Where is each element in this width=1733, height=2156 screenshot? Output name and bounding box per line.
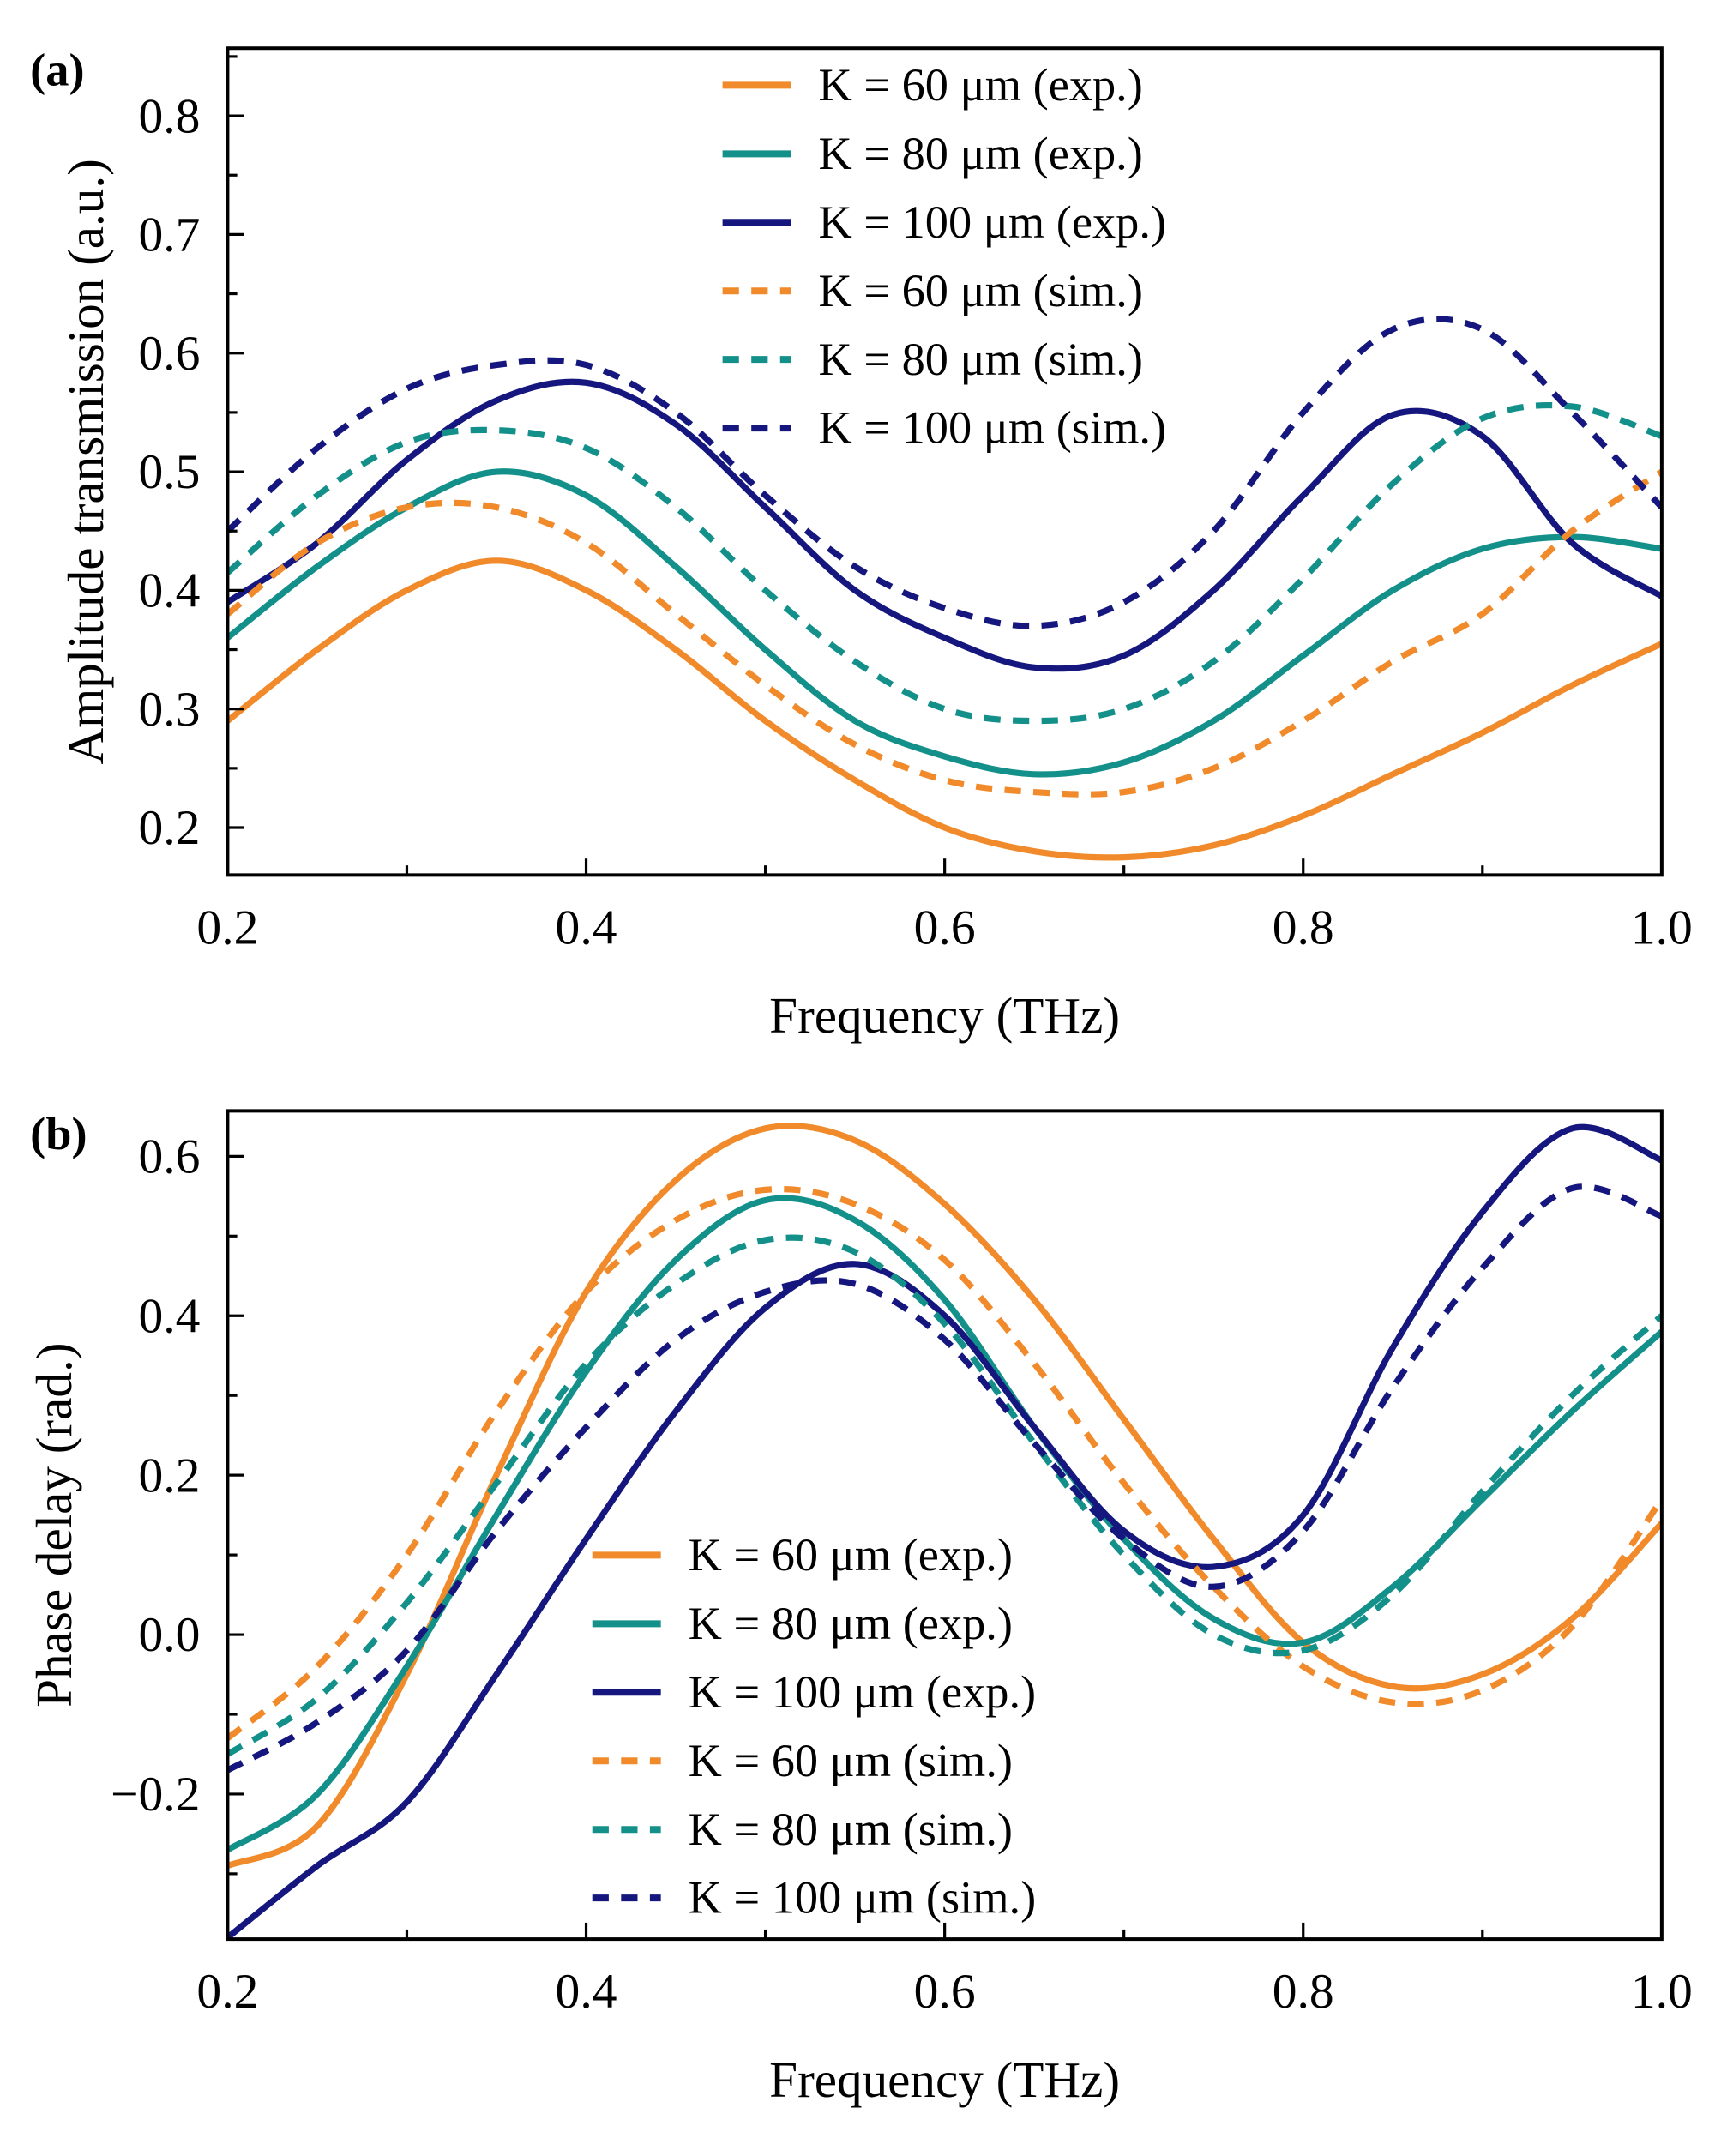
series-line-k60-exp	[227, 557, 1662, 861]
x-tick-label: 1.0	[1631, 1965, 1693, 2019]
x-tick-label: 0.2	[196, 1965, 258, 2019]
x-tick-label: 0.8	[1273, 900, 1334, 955]
y-tick-label: 0.5	[139, 445, 201, 499]
series-line-k80-exp	[227, 468, 1662, 778]
legend-label: K = 100 μm (exp.)	[819, 196, 1167, 248]
panel-a: K = 60 μm (exp.) K = 80 μm (exp.) K = 100 …	[30, 44, 1693, 1044]
legend-label: K = 80 μm (exp.)	[819, 128, 1143, 179]
y-tick-label: 0.3	[139, 683, 201, 737]
legend-label: K = 100 μm (sim.)	[689, 1872, 1037, 1924]
x-tick-label: 0.4	[556, 1965, 617, 2019]
y-tick-label: 0.7	[139, 208, 201, 262]
series-line-k60-exp	[227, 1123, 1662, 1869]
panel-b: K = 60 μm (exp.) K = 80 μm (exp.) K = 100 …	[26, 1108, 1693, 2108]
y-axis-label: Amplitude transmission (a.u.)	[57, 159, 114, 764]
x-tick-label: 0.2	[196, 900, 258, 955]
y-tick-label: 0.6	[139, 327, 201, 381]
x-tick-label: 1.0	[1631, 900, 1693, 955]
x-tick-label: 0.8	[1273, 1965, 1334, 2019]
legend-label: K = 100 μm (sim.)	[819, 402, 1167, 454]
series-line-k60-sim	[227, 1186, 1662, 1741]
legend-label: K = 100 μm (exp.)	[689, 1666, 1037, 1718]
y-tick-label: 0.0	[139, 1608, 201, 1662]
x-tick-label: 0.6	[914, 900, 976, 955]
legend-label: K = 60 μm (exp.)	[819, 59, 1143, 111]
panel-label: (b)	[30, 1108, 87, 1159]
y-tick-label: 0.2	[139, 801, 201, 855]
y-tick-label: 0.8	[139, 89, 201, 143]
series-line-k80-sim	[227, 1234, 1662, 1757]
legend-label: K = 60 μm (sim.)	[819, 265, 1143, 316]
y-tick-label: 0.2	[139, 1448, 201, 1503]
series-line-k100-sim	[227, 316, 1662, 629]
series-line-k60-sim	[227, 469, 1662, 798]
series-line-k80-sim	[227, 401, 1662, 725]
x-axis-label: Frequency (THz)	[769, 2051, 1120, 2108]
y-tick-label: −0.2	[111, 1768, 200, 1822]
y-tick-label: 0.4	[139, 564, 201, 618]
panel-label: (a)	[30, 44, 84, 95]
series-line-k100-exp	[227, 1123, 1662, 1940]
y-tick-label: 0.4	[139, 1289, 201, 1343]
series-line-k100-exp	[227, 378, 1662, 672]
legend-label: K = 60 μm (exp.)	[689, 1529, 1013, 1581]
legend-label: K = 80 μm (sim.)	[819, 334, 1143, 385]
y-tick-label: 0.6	[139, 1130, 201, 1184]
x-axis-label: Frequency (THz)	[769, 987, 1120, 1044]
y-axis-label: Phase delay (rad.)	[26, 1343, 82, 1707]
x-tick-label: 0.4	[556, 900, 617, 955]
legend-label: K = 80 μm (exp.)	[689, 1598, 1013, 1649]
legend-label: K = 60 μm (sim.)	[689, 1735, 1013, 1786]
legend-label: K = 80 μm (sim.)	[689, 1804, 1013, 1855]
x-tick-label: 0.6	[914, 1965, 976, 2019]
series-line-k100-sim	[227, 1183, 1662, 1774]
